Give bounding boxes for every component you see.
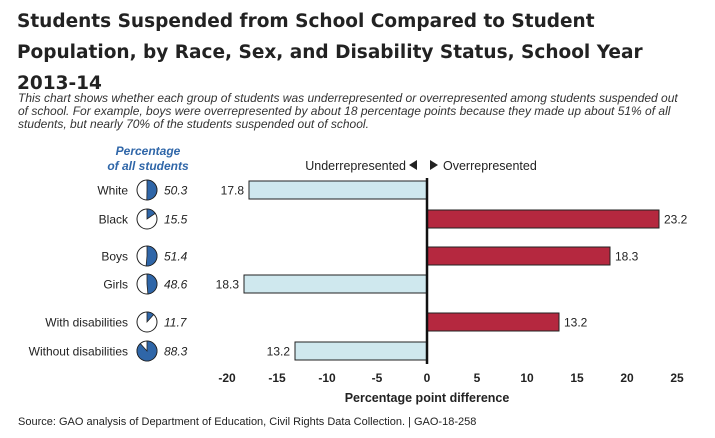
bar-with-disabilities <box>426 312 560 332</box>
category-label-with-disabilities: With disabilities <box>45 316 128 330</box>
chart-rows: White 50.3 17.8 Black 15.5 23.2 Boys 51.4 18.3 Gi… <box>29 179 688 362</box>
value-label-black: 23.2 <box>664 213 688 227</box>
bar-girls <box>243 274 428 294</box>
x-tick-label: -20 <box>218 371 236 385</box>
category-label-black: Black <box>99 213 129 227</box>
source-note: Source: GAO analysis of Department of Ed… <box>18 416 477 428</box>
bar-white <box>248 180 428 200</box>
value-label-boys: 18.3 <box>615 250 639 264</box>
value-label-white: 17.8 <box>221 184 245 198</box>
pie-slice-white <box>146 179 158 201</box>
arrow-left-icon <box>409 160 417 170</box>
population-percent-white: 50.3 <box>164 184 188 198</box>
chart-description: This chart shows whether each group of s… <box>18 91 678 131</box>
bar-black <box>426 209 660 229</box>
category-label-white: White <box>97 184 128 198</box>
x-tick-label: 20 <box>620 371 634 385</box>
x-tick-label: 5 <box>474 371 481 385</box>
value-label-with-disabilities: 13.2 <box>564 316 588 330</box>
x-tick-label: -15 <box>268 371 286 385</box>
category-label-girls: Girls <box>103 278 128 292</box>
x-tick-label: 10 <box>520 371 534 385</box>
population-percent-black: 15.5 <box>164 213 188 227</box>
value-label-without-disabilities: 13.2 <box>267 345 291 359</box>
x-tick-label: 25 <box>670 371 684 385</box>
population-percent-with-disabilities: 11.7 <box>164 316 188 330</box>
pie-slice-without-disabilities <box>136 340 158 362</box>
bar-boys <box>426 246 611 266</box>
x-axis-ticks: -20 -15 -10 -5 0 5 10 15 20 25 <box>218 371 684 385</box>
population-header-line1: Percentage <box>116 144 181 158</box>
population-percent-girls: 48.6 <box>164 278 188 292</box>
population-percent-boys: 51.4 <box>164 250 188 264</box>
pie-slice-with-disabilities <box>146 311 155 324</box>
overrepresented-label: Overrepresented <box>443 159 537 173</box>
arrow-right-icon <box>430 160 438 170</box>
value-label-girls: 18.3 <box>216 278 240 292</box>
x-tick-label: -5 <box>372 371 383 385</box>
pie-slice-boys <box>145 245 158 267</box>
category-label-boys: Boys <box>101 250 128 264</box>
category-label-without-disabilities: Without disabilities <box>29 345 128 359</box>
x-axis-label: Percentage point difference <box>345 391 510 405</box>
x-tick-label: 15 <box>570 371 584 385</box>
population-percent-without-disabilities: 88.3 <box>164 345 188 359</box>
x-tick-label: -10 <box>318 371 336 385</box>
underrepresented-label: Underrepresented <box>305 159 406 173</box>
pie-slice-girls <box>146 273 158 295</box>
population-header-line2: of all students <box>107 159 189 173</box>
pie-slice-black <box>146 208 156 220</box>
page-title: Students Suspended from School Compared … <box>17 11 643 94</box>
x-tick-label: 0 <box>424 371 431 385</box>
bar-without-disabilities <box>294 341 428 361</box>
